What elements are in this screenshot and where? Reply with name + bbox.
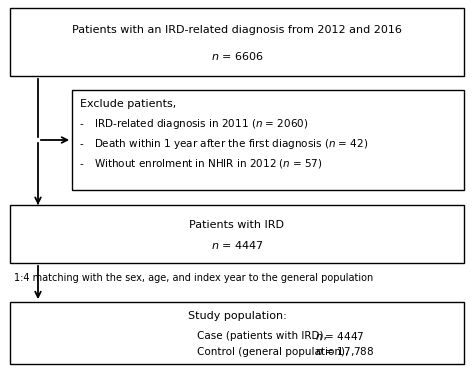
Text: Patients with an IRD-related diagnosis from 2012 and 2016: Patients with an IRD-related diagnosis f… (72, 25, 402, 35)
Text: $\it{n}$ = 4447: $\it{n}$ = 4447 (315, 330, 365, 342)
Text: Patients with IRD: Patients with IRD (190, 220, 284, 230)
Text: Death within 1 year after the first diagnosis ($\it{n}$ = 42): Death within 1 year after the first diag… (94, 137, 368, 151)
Text: Control (general population),: Control (general population), (197, 347, 348, 357)
Text: -: - (80, 119, 87, 129)
Text: Study population:: Study population: (188, 311, 286, 321)
Text: Without enrolment in NHIR in 2012 ($\it{n}$ = 57): Without enrolment in NHIR in 2012 ($\it{… (94, 158, 322, 171)
Bar (10, 302, 464, 364)
Text: Case (patients with IRD),: Case (patients with IRD), (197, 331, 327, 341)
Text: Exclude patients,: Exclude patients, (80, 99, 176, 109)
Text: $\it{n}$ = 4447: $\it{n}$ = 4447 (210, 239, 264, 251)
Bar (10, 205, 464, 263)
Bar (72, 90, 464, 190)
Text: -: - (80, 139, 87, 149)
Text: $\it{n}$ = 17,788: $\it{n}$ = 17,788 (315, 345, 374, 358)
Text: -: - (80, 159, 87, 169)
Text: 1:4 matching with the sex, age, and index year to the general population: 1:4 matching with the sex, age, and inde… (14, 273, 373, 283)
Bar (10, 8, 464, 76)
Text: IRD-related diagnosis in 2011 ($\it{n}$ = 2060): IRD-related diagnosis in 2011 ($\it{n}$ … (94, 117, 309, 131)
Text: $\it{n}$ = 6606: $\it{n}$ = 6606 (210, 50, 264, 62)
